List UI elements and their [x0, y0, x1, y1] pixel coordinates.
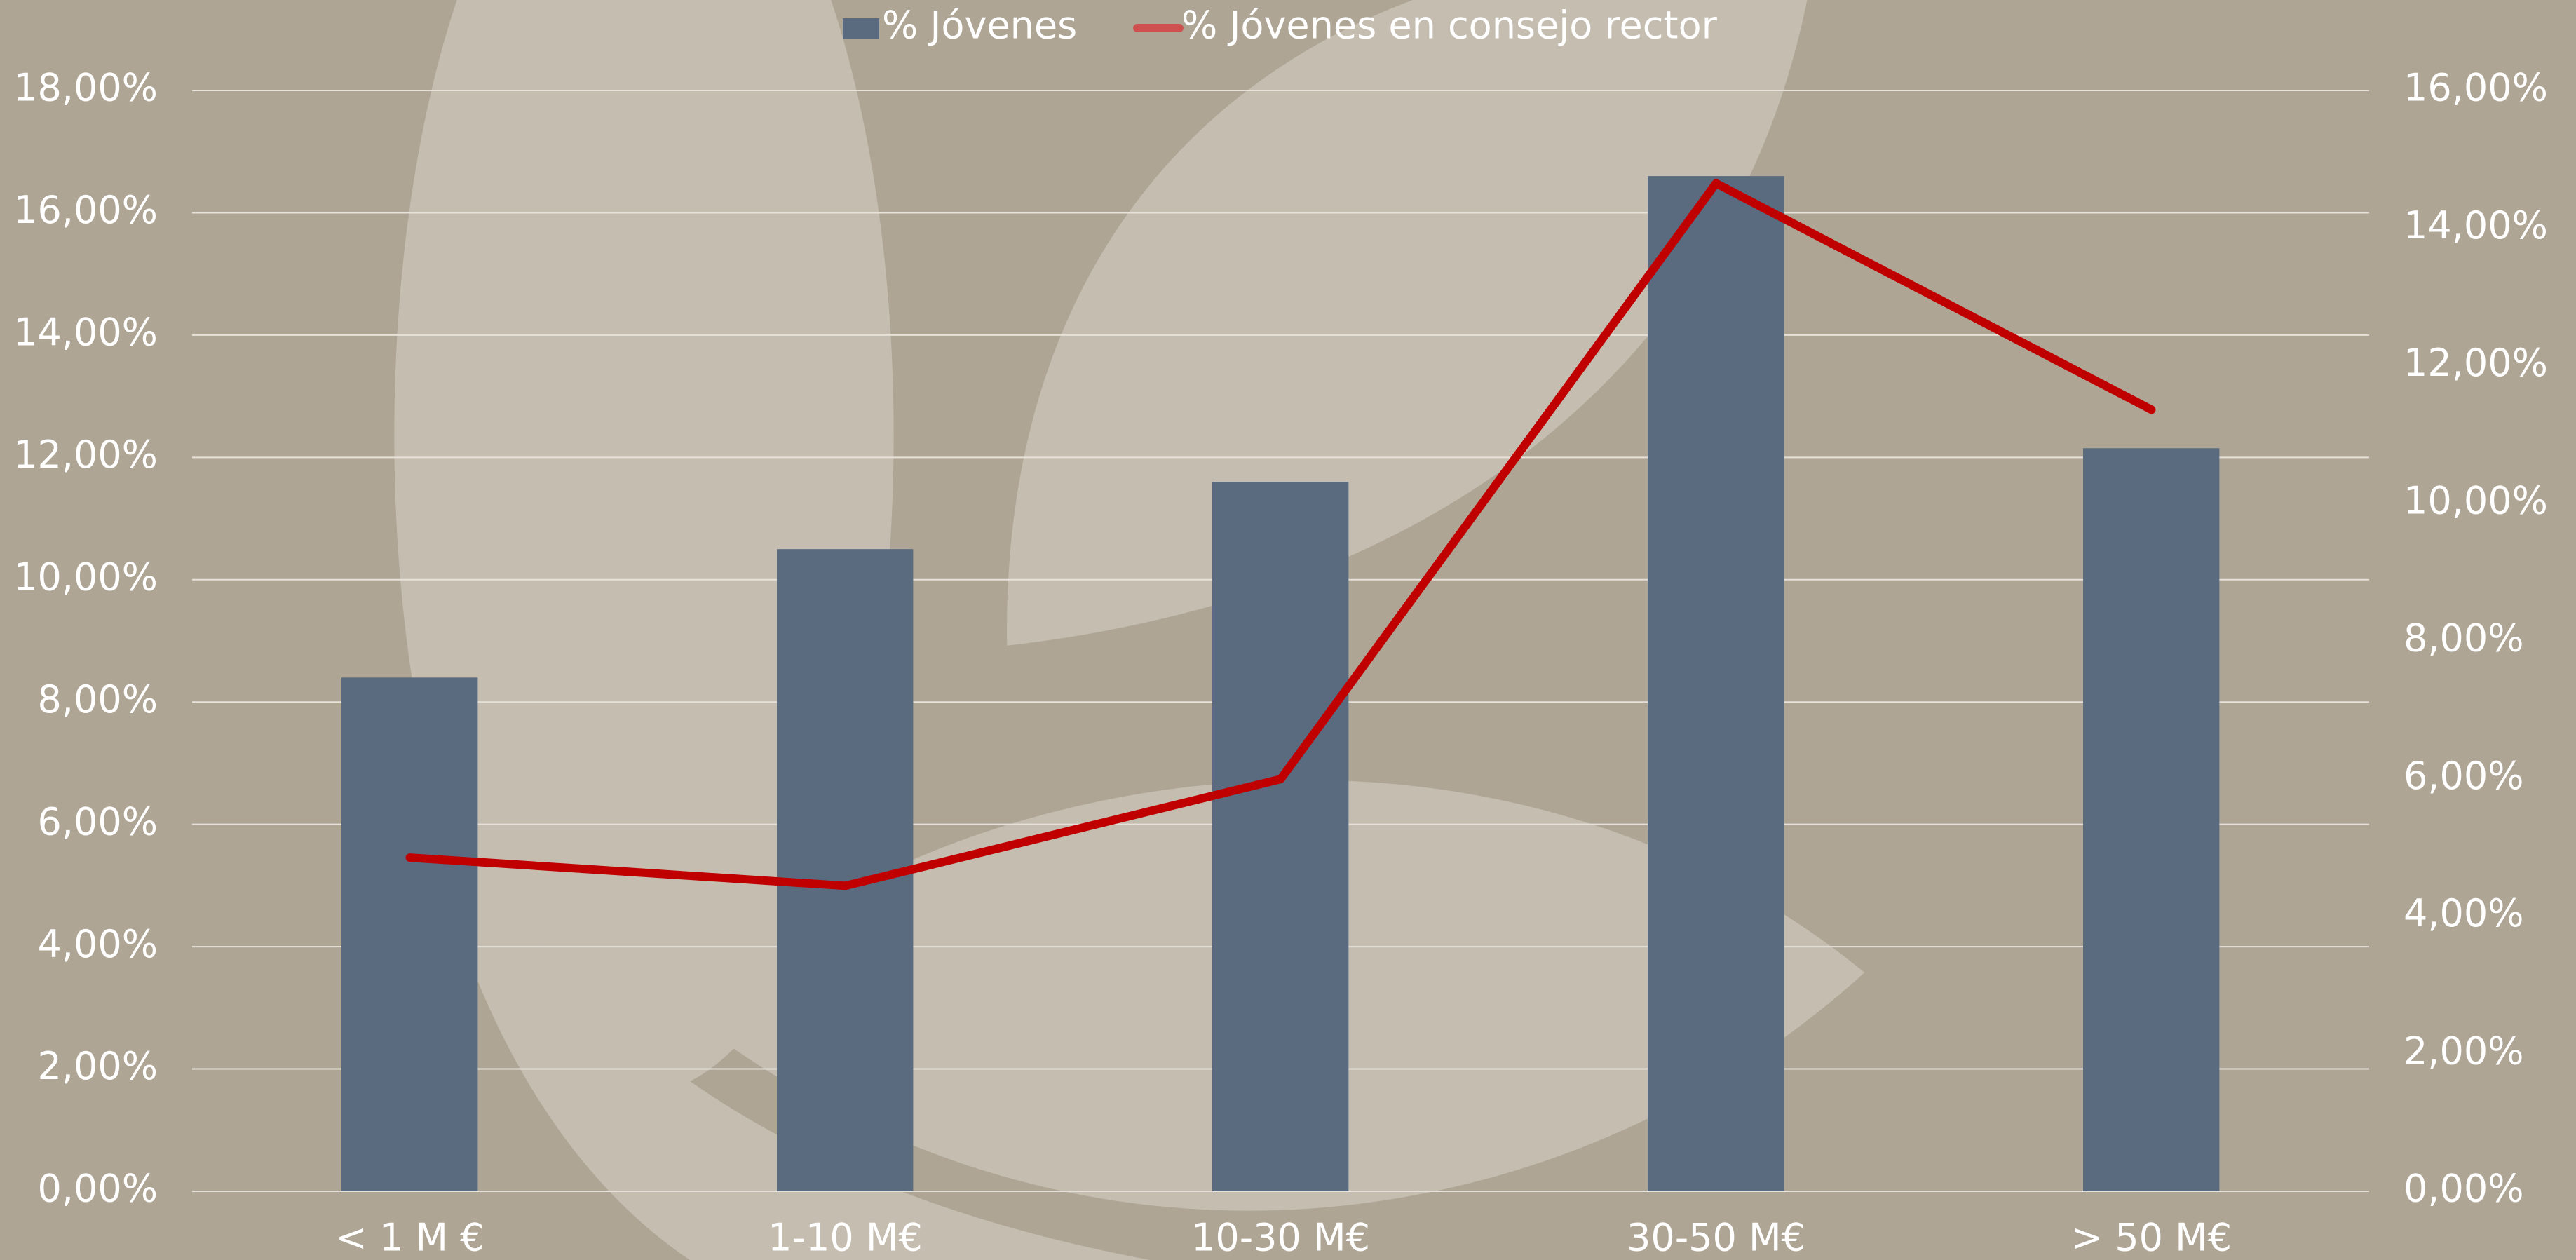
y2-tick-label: 14,00% [2404, 203, 2548, 248]
y-tick-label: 4,00% [37, 922, 158, 966]
y2-tick-label: 6,00% [2404, 754, 2524, 798]
y-tick-label: 8,00% [37, 677, 158, 722]
y2-tick-label: 2,00% [2404, 1029, 2524, 1073]
y-tick-label: 12,00% [13, 433, 158, 477]
y-tick-label: 14,00% [13, 311, 158, 355]
leaf [410, 690, 1150, 1260]
y-tick-label: 16,00% [13, 188, 158, 232]
legend-swatch [843, 18, 879, 39]
leaf [1007, 0, 1808, 646]
y-tick-label: 10,00% [13, 555, 158, 599]
y-tick-label: 6,00% [37, 799, 158, 844]
x-tick-label: 1-10 M€ [768, 1216, 923, 1260]
legend: % Jóvenes % Jóvenes en consejo rector [843, 4, 1718, 48]
bar [777, 549, 914, 1191]
y-tick-label: 2,00% [37, 1044, 158, 1088]
x-tick-label: > 50 M€ [2071, 1216, 2232, 1260]
leaf [394, 0, 894, 1092]
legend-label: % Jóvenes en consejo rector [1181, 4, 1718, 48]
y2-tick-label: 0,00% [2404, 1167, 2524, 1211]
x-tick-label: < 1 M € [335, 1216, 484, 1260]
y2-tick-label: 10,00% [2404, 478, 2548, 522]
y2-tick-label: 4,00% [2404, 891, 2524, 935]
y2-tick-label: 8,00% [2404, 616, 2524, 661]
y2-tick-label: 12,00% [2404, 341, 2548, 385]
legend-label: % Jóvenes [882, 4, 1077, 48]
bar [341, 677, 478, 1191]
y2-tick-label: 16,00% [2404, 66, 2548, 110]
bar [1212, 482, 1349, 1191]
y-tick-label: 18,00% [13, 66, 158, 110]
bar [1648, 176, 1784, 1192]
bar [2083, 448, 2220, 1191]
x-tick-label: 10-30 M€ [1191, 1216, 1370, 1260]
x-tick-label: 30-50 M€ [1627, 1216, 1805, 1260]
y-tick-label: 0,00% [37, 1167, 158, 1211]
line [405, 179, 2156, 890]
